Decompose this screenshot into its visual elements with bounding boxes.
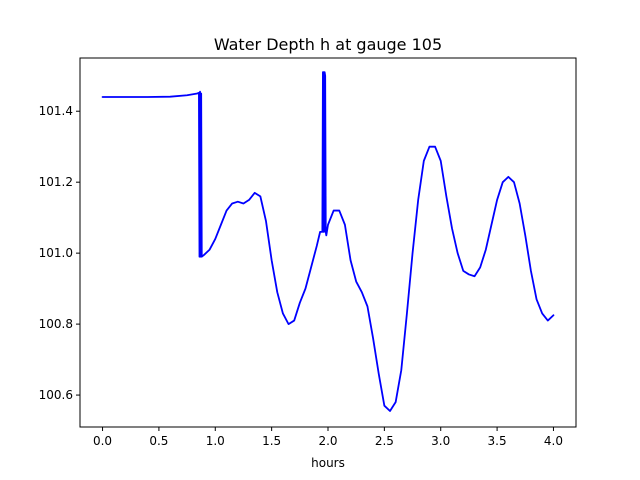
y-tick-label: 101.4 bbox=[39, 104, 73, 118]
plot-area bbox=[101, 71, 555, 412]
y-tick-label: 100.6 bbox=[39, 388, 73, 402]
y-tick-label: 101.0 bbox=[39, 246, 73, 260]
x-tick-label: 2.5 bbox=[375, 434, 394, 448]
chart-title: Water Depth h at gauge 105 bbox=[214, 35, 442, 54]
x-axis-label: hours bbox=[311, 456, 345, 470]
x-tick-label: 0.5 bbox=[149, 434, 168, 448]
series-line-0 bbox=[101, 71, 555, 412]
x-tick-label: 0.0 bbox=[93, 434, 112, 448]
x-tick-label: 3.0 bbox=[431, 434, 450, 448]
x-tick-label: 4.0 bbox=[544, 434, 563, 448]
x-axis: 0.0 0.5 1.0 1.5 2.0 2.5 3.0 3.5 4.0 bbox=[93, 427, 563, 448]
y-axis: 100.6 100.8 101.0 101.2 101.4 bbox=[39, 104, 80, 402]
x-tick-label: 1.0 bbox=[206, 434, 225, 448]
y-tick-label: 101.2 bbox=[39, 175, 73, 189]
y-tick-label: 100.8 bbox=[39, 317, 73, 331]
x-tick-label: 3.5 bbox=[488, 434, 507, 448]
x-tick-label: 1.5 bbox=[262, 434, 281, 448]
x-tick-label: 2.0 bbox=[318, 434, 337, 448]
